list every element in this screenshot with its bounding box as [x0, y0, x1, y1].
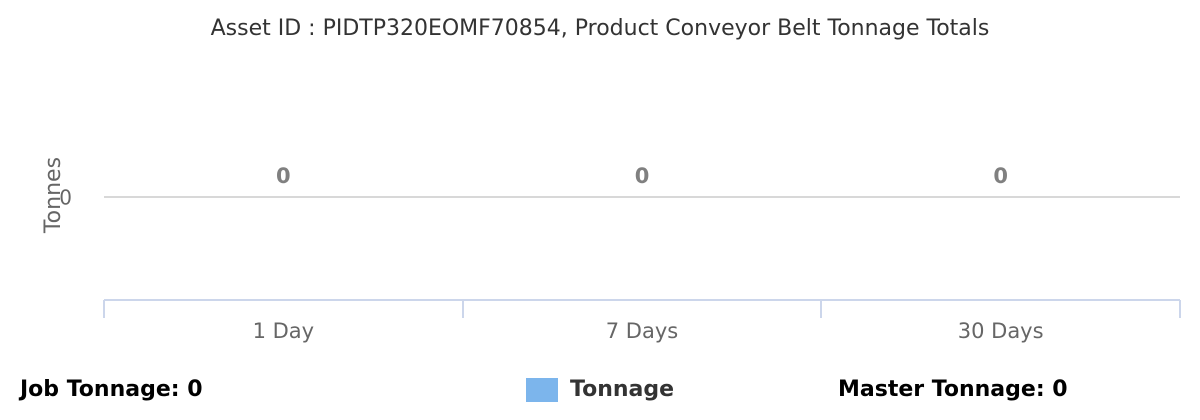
y-tick-label: 0	[59, 186, 72, 210]
master-tonnage-label: Master Tonnage: 0	[838, 377, 1068, 402]
data-label: 0	[993, 164, 1008, 188]
x-tick-label: 1 Day	[253, 319, 315, 343]
data-label: 0	[635, 164, 650, 188]
legend-label-tonnage: Tonnage	[570, 377, 675, 402]
legend-swatch-tonnage	[526, 377, 558, 402]
job-tonnage-label: Job Tonnage: 0	[20, 377, 203, 402]
chart-legend[interactable]: Tonnage	[526, 377, 674, 402]
x-tick-label: 7 Days	[606, 319, 678, 343]
data-label: 0	[276, 164, 291, 188]
x-tick-label: 30 Days	[958, 319, 1044, 343]
y-axis-title: Tonnes	[41, 157, 66, 234]
chart-title: Asset ID : PIDTP320EOMF70854, Product Co…	[210, 16, 990, 41]
